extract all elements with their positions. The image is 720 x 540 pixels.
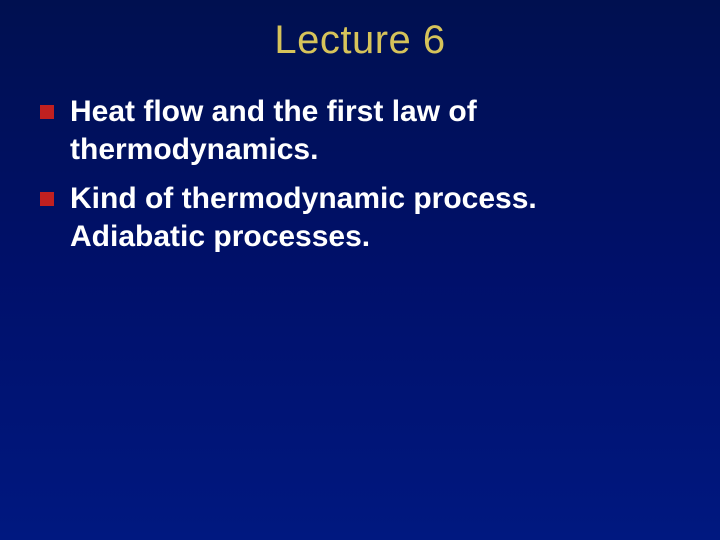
- bullet-text: Kind of thermodynamic process. Adiabatic…: [70, 180, 660, 255]
- list-item: Heat flow and the first law of thermodyn…: [40, 93, 660, 168]
- bullet-text: Heat flow and the first law of thermodyn…: [70, 93, 660, 168]
- bullet-square-icon: [40, 105, 54, 119]
- list-item: Kind of thermodynamic process. Adiabatic…: [40, 180, 660, 255]
- bullet-square-icon: [40, 192, 54, 206]
- slide-title: Lecture 6: [0, 0, 720, 93]
- bullet-list: Heat flow and the first law of thermodyn…: [0, 93, 720, 255]
